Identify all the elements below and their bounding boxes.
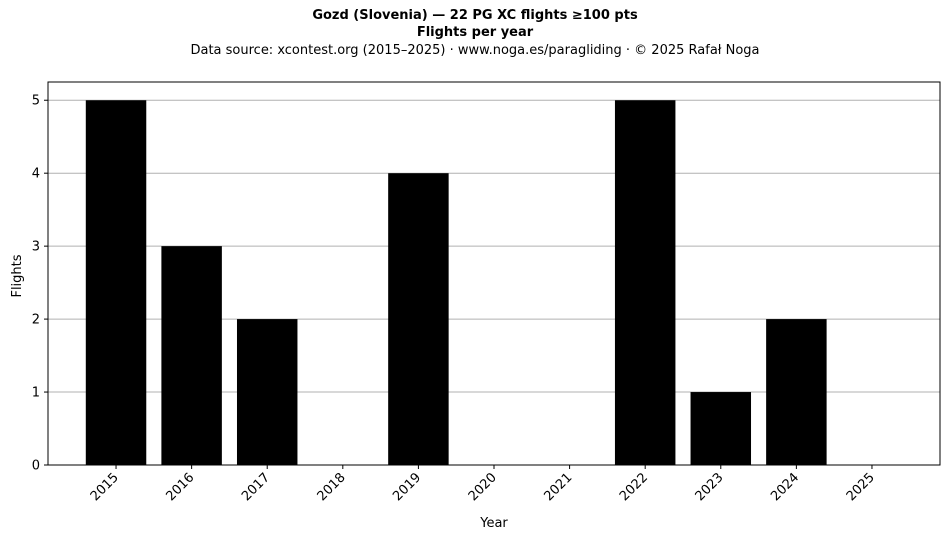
bar-2016 <box>161 246 222 465</box>
x-tick-label: 2023 <box>693 470 727 504</box>
x-tick-label: 2020 <box>466 470 500 504</box>
bar-2023 <box>690 392 752 465</box>
y-tick-label: 4 <box>32 167 40 182</box>
x-axis-ticks: 2015 2016 2017 2018 2019 2020 2021 2022 2023 2024… <box>88 465 878 504</box>
bar-2019 <box>388 173 449 465</box>
x-axis-label: Year <box>479 516 508 531</box>
x-tick-label: 2017 <box>239 470 273 504</box>
bar-2024 <box>766 319 827 465</box>
x-tick-label: 2021 <box>541 470 575 504</box>
x-tick-label: 2019 <box>390 470 424 504</box>
y-axis-label: Flights <box>10 254 25 297</box>
bar-2015 <box>85 100 147 465</box>
x-tick-label: 2015 <box>88 470 122 504</box>
x-tick-label: 2022 <box>617 470 651 504</box>
y-tick-label: 1 <box>32 386 40 401</box>
y-axis-ticks: 0 1 2 3 4 5 <box>32 94 48 474</box>
y-tick-label: 5 <box>32 94 40 109</box>
bar-2017 <box>236 319 298 465</box>
x-tick-label: 2025 <box>844 470 878 504</box>
x-tick-label: 2016 <box>163 470 197 504</box>
x-tick-label: 2018 <box>315 470 349 504</box>
x-tick-label: 2024 <box>768 470 802 504</box>
chart-title: Gozd (Slovenia) — 22 PG XC flights ≥100 … <box>312 8 638 23</box>
y-tick-label: 2 <box>32 313 40 328</box>
bars <box>85 100 827 465</box>
bar-2022 <box>614 100 676 465</box>
chart-source-note: Data source: xcontest.org (2015–2025) · … <box>190 43 760 58</box>
chart-subtitle: Flights per year <box>416 25 534 40</box>
y-tick-label: 0 <box>32 459 40 474</box>
y-tick-label: 3 <box>32 240 40 255</box>
